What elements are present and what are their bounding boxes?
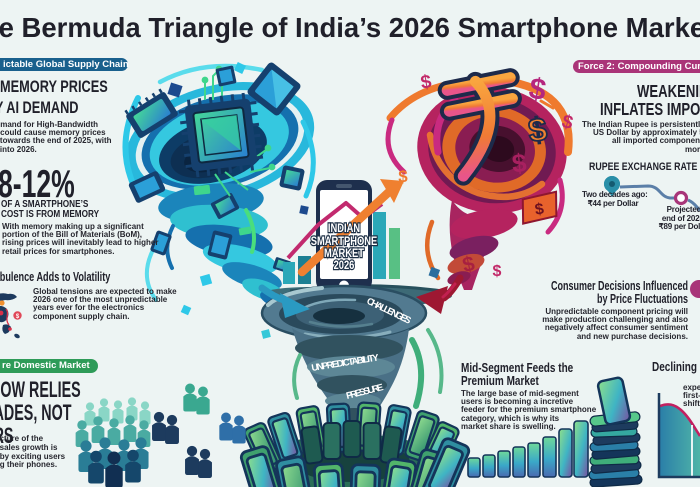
svg-text:$: $ (461, 252, 478, 277)
svg-text:$: $ (527, 72, 549, 107)
svg-text:$: $ (526, 110, 549, 149)
svg-text:MARKET: MARKET (324, 247, 364, 260)
svg-text:2026: 2026 (334, 259, 355, 272)
svg-text:$: $ (419, 71, 433, 93)
svg-text:INDIAN: INDIAN (328, 222, 360, 235)
svg-text:$: $ (398, 167, 408, 186)
svg-text:$: $ (16, 314, 20, 320)
svg-text:$: $ (511, 147, 529, 178)
svg-text:$: $ (534, 201, 545, 219)
svg-text:$: $ (493, 263, 502, 280)
svg-text:SMARTPHONE: SMARTPHONE (311, 235, 377, 248)
